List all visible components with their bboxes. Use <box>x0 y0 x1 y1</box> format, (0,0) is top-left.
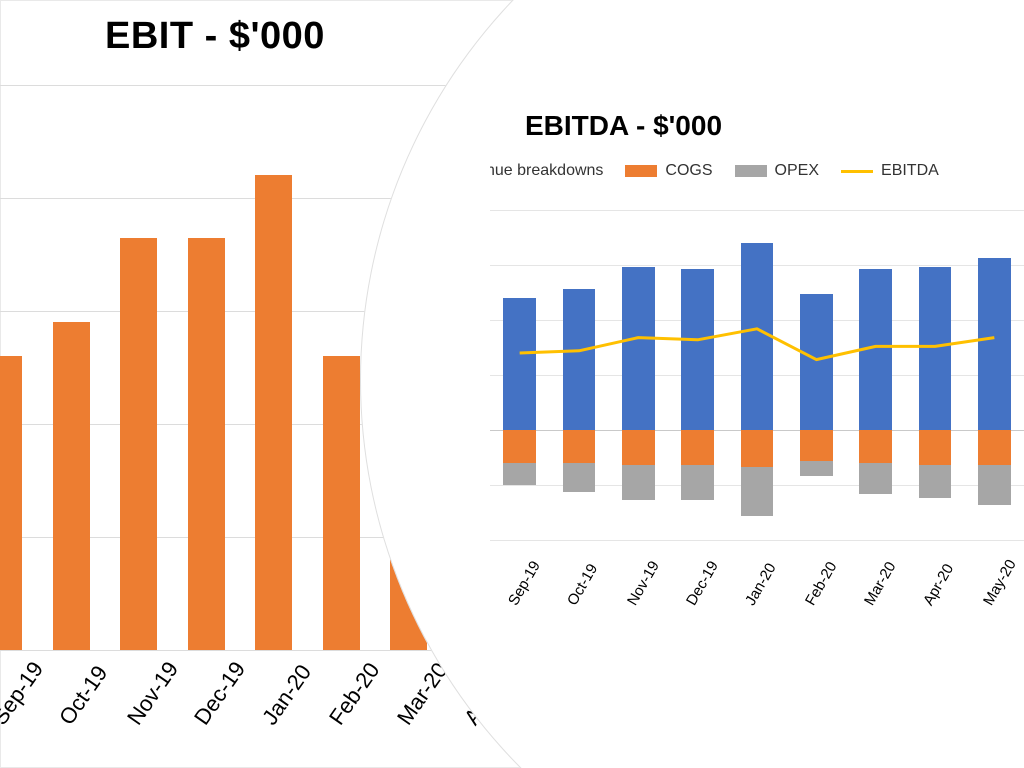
ebit-x-label: Nov-19 <box>122 657 184 730</box>
ebitda-x-label: Oct-19 <box>564 561 601 608</box>
ebit-x-label: Oct-19 <box>54 661 113 730</box>
ebitda-x-axis: Sep-19 Oct-19 Nov-19 Dec-19 Jan-20 Feb-20 Mar-… <box>490 555 1024 635</box>
ebitda-legend-item: nue breakdowns <box>490 162 603 180</box>
ebitda-legend-label: COGS <box>665 162 712 180</box>
ebitda-x-label: Feb-20 <box>802 559 840 609</box>
ebitda-x-label: Nov-19 <box>624 558 663 608</box>
ebit-x-label: Dec-19 <box>189 657 251 730</box>
ebit-bar <box>53 322 90 650</box>
bar-swatch-icon <box>625 165 657 177</box>
ebitda-legend-item: COGS <box>625 162 712 180</box>
ebit-bar <box>0 356 22 650</box>
ebitda-legend-item: EBITDA <box>841 162 939 180</box>
ebit-title: EBIT - $'000 <box>105 15 325 58</box>
line-swatch-icon <box>841 170 873 173</box>
ebitda-x-label: May-20 <box>980 557 1020 609</box>
ebitda-x-label: Sep-19 <box>505 558 544 608</box>
ebitda-plot-area <box>490 210 1024 540</box>
ebitda-legend-item: OPEX <box>735 162 819 180</box>
ebitda-legend-label: EBITDA <box>881 162 939 180</box>
ebitda-legend-label: nue breakdowns <box>490 162 603 180</box>
ebit-bar <box>323 356 360 650</box>
ebitda-gridline <box>490 540 1024 541</box>
ebit-x-label: Sep-19 <box>0 657 49 730</box>
ebit-bar <box>188 238 225 650</box>
ebitda-legend-label: OPEX <box>775 162 819 180</box>
ebitda-chart: EBITDA - $'000 nue breakdowns COGS OPEX EBI… <box>490 110 1024 630</box>
ebit-bar <box>120 238 157 650</box>
ebit-x-label: Feb-20 <box>324 658 385 730</box>
ebitda-title: EBITDA - $'000 <box>525 110 722 142</box>
bar-swatch-icon <box>735 165 767 177</box>
page-canvas: EBIT - $'000 Sep-19Oct-19Nov-19Dec-19Jan… <box>0 0 1024 768</box>
ebitda-x-label: Mar-20 <box>861 559 899 609</box>
ebit-bar <box>255 175 292 650</box>
ebitda-x-label: Apr-20 <box>920 561 957 608</box>
ebitda-x-label: Dec-19 <box>683 558 722 608</box>
ebitda-legend: nue breakdowns COGS OPEX EBITDA <box>490 162 1024 190</box>
ebit-x-label: Jan-20 <box>257 660 317 730</box>
ebitda-line <box>490 210 1024 540</box>
ebitda-x-label: Jan-20 <box>742 560 780 608</box>
